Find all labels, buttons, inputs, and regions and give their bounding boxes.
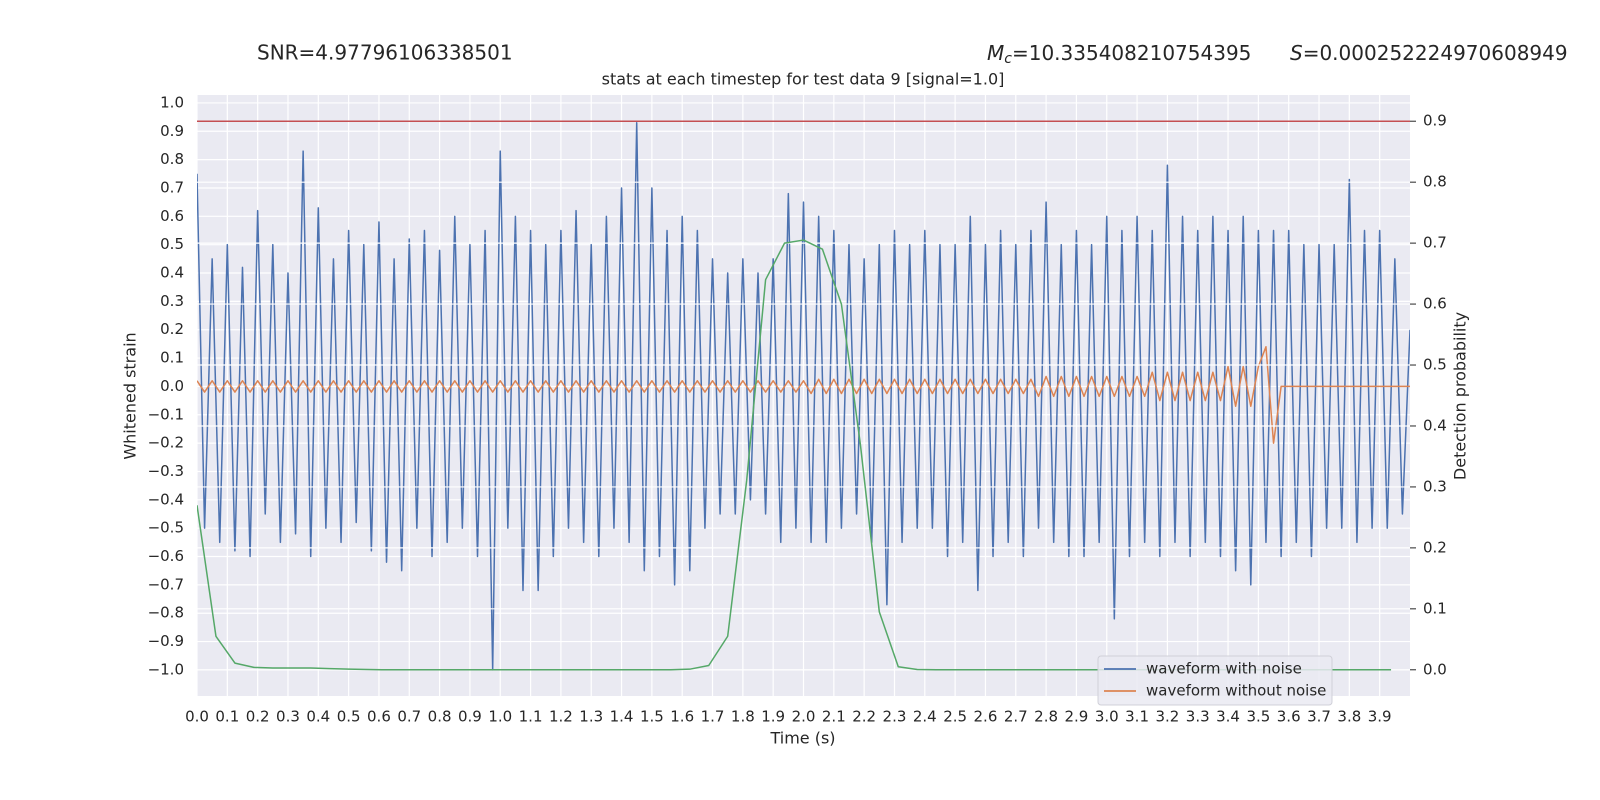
series-line (197, 122, 1410, 671)
legend-label: waveform without noise (1146, 682, 1326, 700)
x-tick-label: 0.5 (337, 708, 361, 726)
x-tick-label: 2.3 (883, 708, 907, 726)
y-tick-label: 1.0 (160, 93, 184, 111)
x-tick-label: 2.8 (1034, 708, 1058, 726)
mc-symbol: M (987, 41, 1004, 65)
x-tick-label: 3.0 (1095, 708, 1119, 726)
x-tick-label: 0.1 (215, 708, 239, 726)
y-tick-label: −0.7 (148, 575, 184, 593)
legend-label: waveform with noise (1146, 660, 1302, 678)
y-tick-label: −0.5 (148, 519, 184, 537)
y-tick-label: 0.3 (160, 292, 184, 310)
x-tick-label: 1.1 (519, 708, 543, 726)
s-value: =0.000252224970608949 (1303, 41, 1568, 65)
x-tick-label: 3.6 (1277, 708, 1301, 726)
y-tick-label: 0.9 (160, 122, 184, 140)
x-tick-label: 0.8 (428, 708, 452, 726)
y2-tick-label: 0.2 (1423, 538, 1447, 556)
x-tick-label: 3.7 (1307, 708, 1331, 726)
x-tick-label: 3.1 (1125, 708, 1149, 726)
series-line (197, 345, 1410, 444)
y-tick-label: 0.2 (160, 320, 184, 338)
y-tick-label: 0.6 (160, 207, 184, 225)
y2-tick-label: 0.7 (1423, 234, 1447, 252)
x-tick-label: 2.7 (1004, 708, 1028, 726)
x-tick-label: 0.3 (276, 708, 300, 726)
x-tick-label: 2.2 (852, 708, 876, 726)
y2-tick-label: 0.9 (1423, 112, 1447, 130)
x-tick-label: 2.4 (913, 708, 937, 726)
x-tick-label: 3.8 (1337, 708, 1361, 726)
y2-tick-label: 0.4 (1423, 416, 1447, 434)
y-tick-label: 0.1 (160, 349, 184, 367)
y-tick-label: 0.4 (160, 264, 184, 282)
x-tick-label: 3.9 (1368, 708, 1392, 726)
s-symbol: S (1290, 41, 1303, 65)
x-axis-label: Time (s) (769, 729, 835, 748)
s-annotation: S=0.000252224970608949 (1290, 41, 1568, 65)
y-tick-label: 0.5 (160, 235, 184, 253)
x-tick-label: 3.2 (1155, 708, 1179, 726)
x-tick-label: 3.4 (1216, 708, 1240, 726)
x-tick-label: 2.9 (1064, 708, 1088, 726)
y-tick-label: 0.8 (160, 150, 184, 168)
legend-box (1097, 655, 1333, 706)
x-tick-label: 2.5 (943, 708, 967, 726)
x-tick-label: 1.5 (640, 708, 664, 726)
x-tick-label: 1.6 (670, 708, 694, 726)
y-tick-label: −1.0 (148, 660, 184, 678)
y-tick-label: −0.3 (148, 462, 184, 480)
chart-title: stats at each timestep for test data 9 [… (602, 70, 1005, 89)
x-tick-label: 3.5 (1246, 708, 1270, 726)
x-tick-label: 1.4 (610, 708, 634, 726)
x-tick-label: 1.8 (731, 708, 755, 726)
x-tick-label: 0.2 (246, 708, 270, 726)
x-tick-label: 0.6 (367, 708, 391, 726)
x-tick-label: 1.0 (488, 708, 512, 726)
x-tick-label: 0.4 (306, 708, 330, 726)
y-tick-label: 0.7 (160, 178, 184, 196)
y-tick-label: −0.2 (148, 434, 184, 452)
y2-tick-label: 0.1 (1423, 599, 1447, 617)
y-tick-label: −0.1 (148, 405, 184, 423)
y2-tick-label: 0.5 (1423, 356, 1447, 374)
x-tick-label: 2.0 (792, 708, 816, 726)
y-tick-label: −0.4 (148, 490, 184, 508)
y2-axis-label: Detection probability (1451, 312, 1470, 480)
y-tick-label: −0.6 (148, 547, 184, 565)
y-axis-label: Whitened strain (121, 332, 140, 459)
x-tick-label: 0.7 (397, 708, 421, 726)
mc-value: =10.335408210754395 (1012, 41, 1251, 65)
x-tick-label: 1.3 (579, 708, 603, 726)
y2-tick-label: 0.8 (1423, 173, 1447, 191)
x-tick-label: 1.9 (761, 708, 785, 726)
x-tick-label: 0.9 (458, 708, 482, 726)
y-tick-label: −0.9 (148, 632, 184, 650)
y-tick-label: 0.0 (160, 377, 184, 395)
x-tick-label: 3.3 (1186, 708, 1210, 726)
x-tick-label: 0.0 (185, 708, 209, 726)
x-tick-label: 2.1 (822, 708, 846, 726)
snr-annotation: SNR=4.97796106338501 (257, 41, 513, 65)
x-tick-label: 2.6 (974, 708, 998, 726)
x-tick-label: 1.2 (549, 708, 573, 726)
y2-tick-label: 0.0 (1423, 660, 1447, 678)
y-tick-label: −0.8 (148, 604, 184, 622)
mc-subscript: c (1004, 51, 1012, 67)
y2-tick-label: 0.6 (1423, 295, 1447, 313)
mc-annotation: Mc=10.335408210754395 (987, 41, 1251, 68)
y2-tick-label: 0.3 (1423, 477, 1447, 495)
x-tick-label: 1.7 (701, 708, 725, 726)
